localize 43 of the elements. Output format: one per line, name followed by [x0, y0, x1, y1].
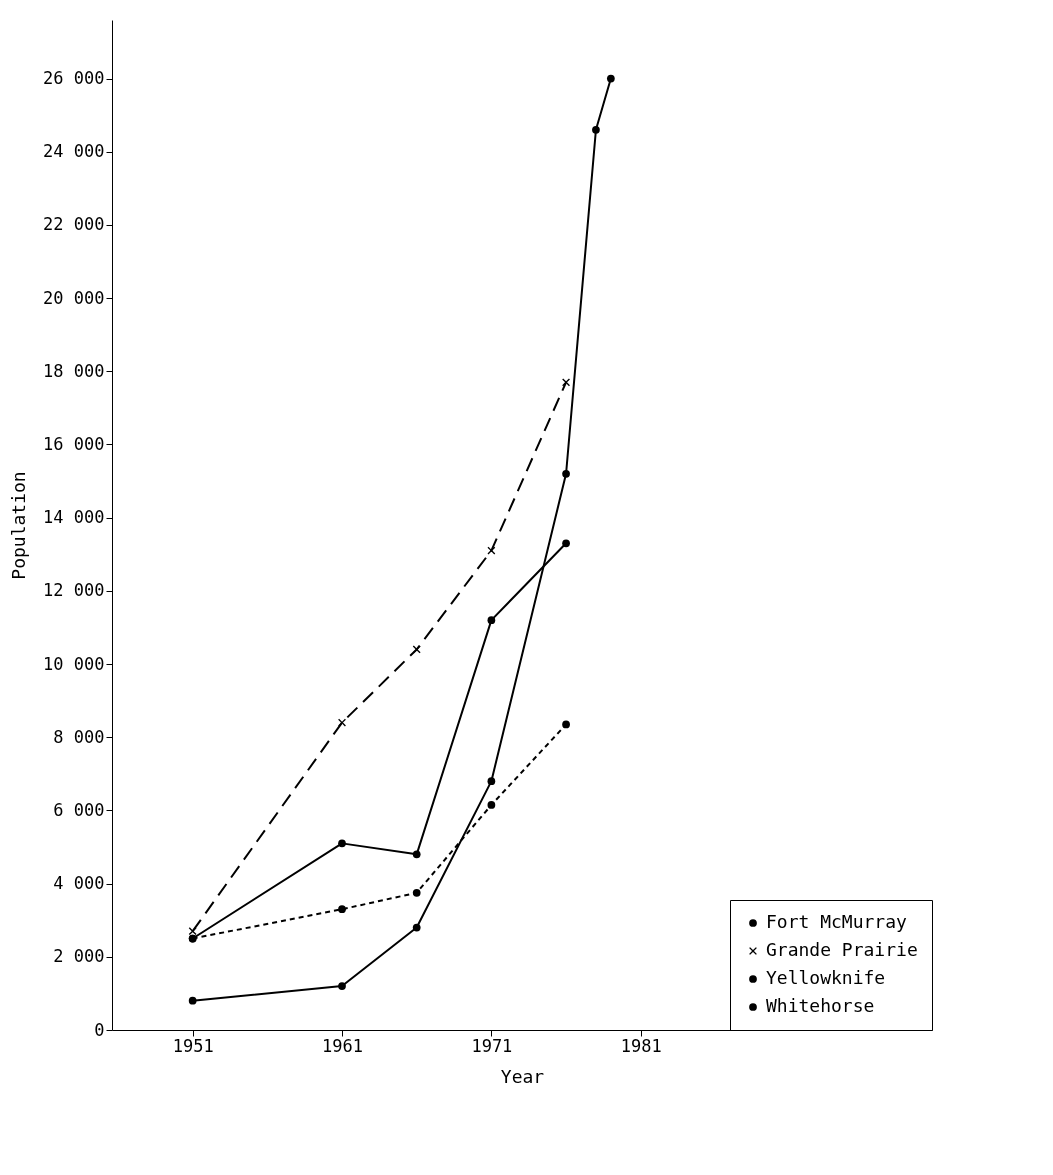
y-axis-title: Population: [8, 471, 30, 580]
point: [487, 616, 496, 625]
point: [412, 923, 421, 932]
y-tick-label: 12 000: [43, 580, 105, 601]
x-tick-label: 1951: [172, 1035, 214, 1056]
point: [487, 801, 496, 809]
y-tick-label: 8 000: [53, 726, 105, 747]
point: [562, 378, 570, 387]
point: [562, 469, 570, 478]
x-axis-title: Year: [500, 1065, 545, 1087]
point: [188, 996, 197, 1005]
point: [607, 74, 615, 83]
point: [487, 777, 496, 786]
y-tick-label: 14 000: [43, 507, 105, 528]
y-tick-label: 22 000: [43, 214, 105, 235]
point: [562, 720, 570, 729]
y-tick-label: 6 000: [53, 799, 105, 820]
y-tick-label: 18 000: [43, 360, 105, 381]
point: [338, 905, 346, 914]
legend-label: Grande Prairie: [766, 939, 918, 960]
y-tick-label: 10 000: [43, 653, 105, 674]
y-tick-label: 20 000: [43, 287, 105, 308]
point: [188, 927, 197, 936]
point: [338, 839, 346, 848]
point: [412, 850, 421, 859]
x-tick-label: 1961: [322, 1035, 363, 1056]
legend-label: Yellowknife: [766, 967, 886, 988]
y-tick-label: 24 000: [43, 141, 105, 162]
legend-label: Whitehorse: [766, 995, 875, 1016]
legend-label: Fort McMurray: [766, 911, 908, 932]
y-tick-label: 26 000: [43, 68, 105, 89]
point: [338, 718, 346, 727]
point: [562, 539, 570, 548]
x-tick-label: 1981: [620, 1035, 662, 1056]
y-tick-label: 16 000: [43, 433, 105, 454]
x-tick-label: 1971: [471, 1035, 513, 1056]
point: [592, 125, 600, 134]
point: [412, 888, 421, 897]
y-tick-label: 4 000: [53, 873, 105, 894]
point: [412, 645, 421, 654]
y-tick-label: 2 000: [53, 946, 105, 967]
point: [338, 982, 346, 990]
y-tick-label: 0: [94, 1019, 105, 1040]
